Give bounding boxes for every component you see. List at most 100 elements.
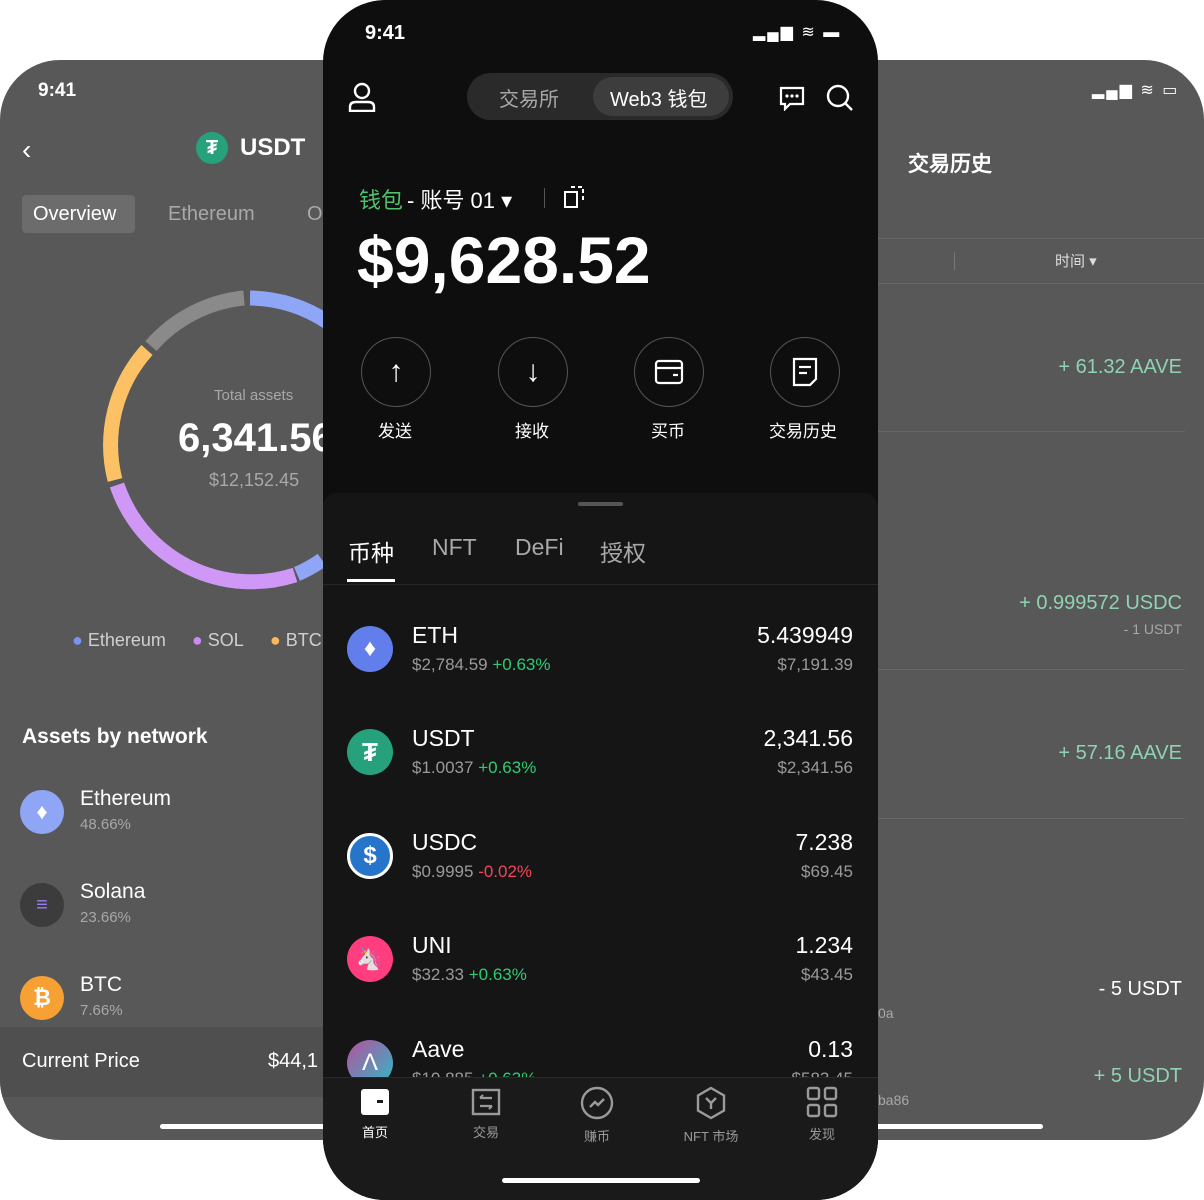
nft-hexagon-icon <box>696 1086 726 1120</box>
nav-earn[interactable]: 赚币 <box>552 1086 642 1145</box>
network-name: Solana <box>80 880 146 903</box>
token-amount: 5.439949 <box>757 622 853 648</box>
buy-button[interactable] <box>634 337 704 407</box>
token-row-usdc[interactable]: $ USDC $0.9995 -0.02% 7.238 $69.45 <box>323 817 878 907</box>
total-assets-label: Total assets <box>214 387 294 404</box>
message-icon[interactable] <box>778 85 806 111</box>
nav-discover[interactable]: 发现 <box>777 1086 867 1143</box>
token-symbol: USDC <box>412 829 478 855</box>
network-percent: 23.66% <box>80 909 131 926</box>
tab-nft[interactable]: NFT <box>432 534 477 560</box>
token-row-eth[interactable]: ♦ ETH $2,784.59 +0.63% 5.439949 $7,191.3… <box>323 610 878 700</box>
send-button[interactable]: ↑ <box>361 337 431 407</box>
usdt-logo-icon: ₮ <box>196 132 228 164</box>
uni-icon: 🦄 <box>347 936 393 982</box>
token-value: $7,191.39 <box>777 655 853 674</box>
segment-web3-wallet[interactable] <box>593 77 729 116</box>
token-price: $0.9995 -0.02% <box>412 862 533 881</box>
home-indicator <box>502 1178 700 1183</box>
token-amount: 7.238 <box>795 829 853 855</box>
token-amount: 2,341.56 <box>763 725 853 751</box>
legend-btc: ● BTC <box>269 630 322 650</box>
tx-amount: + 61.32 AAVE <box>1058 356 1182 378</box>
page-title: USDT <box>240 134 306 161</box>
tx-amount: + 5 USDT <box>1093 1065 1182 1087</box>
page-title: 交易历史 <box>908 153 992 176</box>
token-amount: 0.13 <box>808 1036 853 1062</box>
receive-button[interactable]: ↓ <box>498 337 568 407</box>
copy-icon[interactable] <box>563 185 585 209</box>
history-button[interactable] <box>770 337 840 407</box>
wallet-home-icon <box>361 1089 389 1115</box>
search-icon[interactable] <box>825 83 855 113</box>
eth-icon: ♦ <box>347 626 393 672</box>
tab-ethereum[interactable]: Ethereum <box>168 203 255 225</box>
network-name: Ethereum <box>80 787 172 810</box>
home-indicator <box>160 1124 400 1129</box>
history-label: 交易历史 <box>769 422 837 441</box>
wallet-label: 钱包 <box>359 188 404 213</box>
buy-label: 买币 <box>651 422 685 441</box>
network-percent: 48.66% <box>80 816 131 833</box>
current-price-label: Current Price <box>22 1050 140 1072</box>
current-price-value: $44,1 <box>268 1050 319 1072</box>
center-phone-screen: 9:41 ▂▄▆ ≋ ▬ 交易所 Web3 钱包 钱包 - 账号 01 ▾ $9… <box>323 0 878 1200</box>
solana-icon: ≡ <box>20 883 64 927</box>
ethereum-icon: ♦ <box>20 790 64 834</box>
home-indicator <box>870 1124 1043 1129</box>
user-icon[interactable] <box>348 82 376 112</box>
token-value: $2,341.56 <box>777 758 853 777</box>
token-price: $2,784.59 +0.63% <box>412 655 551 674</box>
network-percent: 7.66% <box>80 1002 123 1019</box>
tx-sub-amount: - 1 USDT <box>1123 621 1182 637</box>
token-row-uni[interactable]: 🦄 UNI $32.33 +0.63% 1.234 $43.45 <box>323 920 878 1010</box>
legend-sol: ● SOL <box>191 630 244 650</box>
btc-icon: ₿ <box>20 976 64 1020</box>
time-filter-dropdown[interactable]: 时间 ▾ <box>1055 253 1097 270</box>
document-icon <box>792 357 818 387</box>
network-name: BTC <box>80 973 122 996</box>
tab-overview-label: Overview <box>33 203 117 225</box>
usdc-icon: $ <box>347 833 393 879</box>
legend-ethereum: ● Ethereum <box>72 630 166 650</box>
back-icon[interactable]: ‹ <box>22 134 32 165</box>
tab-tokens[interactable]: 币种 <box>348 540 394 566</box>
nav-home[interactable]: 首页 <box>330 1088 420 1141</box>
donut-segment-sol <box>109 482 298 590</box>
tab-other[interactable]: O <box>307 203 323 225</box>
status-icons: ▂▄▆ ≋ ▭ <box>1092 82 1180 99</box>
divider <box>800 283 1204 284</box>
tx-amount: - 5 USDT <box>1098 978 1182 1000</box>
nav-nft-market[interactable]: NFT 市场 <box>666 1086 756 1145</box>
donut-segment-ethereum-lower <box>293 553 327 581</box>
account-selector[interactable]: - 账号 01 ▾ <box>407 188 513 213</box>
status-icons: ▂▄▆ ≋ ▬ <box>753 24 842 41</box>
divider <box>954 252 955 270</box>
token-amount: 1.234 <box>795 932 853 958</box>
token-symbol: USDT <box>412 725 475 751</box>
divider <box>800 431 1185 432</box>
status-time: 9:41 <box>365 22 406 44</box>
total-assets-usd: $12,152.45 <box>209 470 300 490</box>
divider <box>800 238 1204 239</box>
token-row-usdt[interactable]: ₮ USDT $1.0037 +0.63% 2,341.56 $2,341.56 <box>323 713 878 803</box>
segment-exchange[interactable]: 交易所 <box>499 89 559 111</box>
token-price: $1.0037 +0.63% <box>412 758 537 777</box>
tab-overview[interactable] <box>22 195 135 233</box>
tx-amount: + 57.16 AAVE <box>1058 742 1182 764</box>
sheet-handle[interactable] <box>578 502 623 506</box>
balance-amount: $9,628.52 <box>357 223 651 297</box>
section-title: Assets by network <box>22 725 208 748</box>
tab-underline <box>347 579 395 582</box>
nav-trade[interactable]: 交易 <box>441 1088 531 1141</box>
divider <box>800 818 1185 819</box>
tab-approvals[interactable]: 授权 <box>600 540 646 566</box>
donut-segment-other <box>145 290 245 352</box>
tx-amount: + 0.999572 USDC <box>1019 592 1182 614</box>
token-value: $43.45 <box>801 965 853 984</box>
grid-icon <box>806 1086 838 1118</box>
status-time: 9:41 <box>38 80 77 101</box>
total-assets-amount: 6,341.56 <box>178 416 334 460</box>
tab-defi[interactable]: DeFi <box>515 534 564 560</box>
token-symbol: Aave <box>412 1036 465 1062</box>
